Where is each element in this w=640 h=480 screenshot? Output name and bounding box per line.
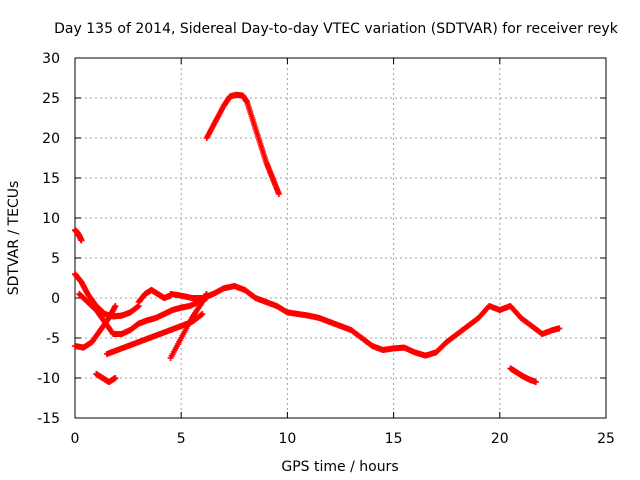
data-point	[203, 291, 210, 297]
y-tick-label: 0	[51, 291, 60, 307]
y-tick-label: -15	[37, 411, 60, 427]
series-late-low	[507, 365, 539, 385]
x-tick-label: 15	[385, 431, 403, 447]
series-high-arc	[203, 91, 282, 197]
data-point	[112, 303, 119, 309]
data-points	[72, 91, 563, 385]
x-tick-label: 5	[177, 431, 186, 447]
series-early-low	[72, 303, 119, 351]
series-bump	[135, 287, 174, 305]
series-low-dip	[93, 371, 119, 385]
y-tick-label: 5	[51, 251, 60, 267]
data-point	[199, 311, 206, 317]
x-tick-label: 25	[597, 431, 615, 447]
y-tick-label: 25	[42, 91, 60, 107]
x-tick-label: 10	[278, 431, 296, 447]
data-point	[112, 375, 119, 381]
y-axis-label: SDTVAR / TECUs	[6, 181, 22, 296]
y-tick-label: -10	[37, 371, 60, 387]
plot-frame	[74, 57, 607, 419]
y-tick-label: 10	[42, 211, 60, 227]
axis-ticks	[74, 57, 607, 419]
grid	[75, 58, 606, 418]
x-tick-label: 0	[71, 431, 80, 447]
data-point	[275, 191, 282, 197]
chart-title: Day 135 of 2014, Sidereal Day-to-day VTE…	[54, 21, 619, 37]
y-tick-label: 20	[42, 131, 60, 147]
tick-labels: 0 5 10 15 20 25 -15 -10 -5 0 5 10 15 20 25 30	[37, 51, 615, 447]
series-cross-trace	[76, 291, 210, 337]
data-point	[556, 325, 563, 332]
y-tick-label: 30	[42, 51, 60, 67]
series-start-spike	[72, 227, 85, 244]
y-tick-label: 15	[42, 171, 60, 187]
y-tick-label: -5	[46, 331, 60, 347]
data-point	[167, 292, 174, 299]
series-late-rise	[167, 291, 210, 361]
data-point	[532, 379, 539, 385]
data-point	[78, 237, 85, 244]
x-axis-label: GPS time / hours	[281, 459, 398, 475]
x-tick-label: 20	[491, 431, 509, 447]
